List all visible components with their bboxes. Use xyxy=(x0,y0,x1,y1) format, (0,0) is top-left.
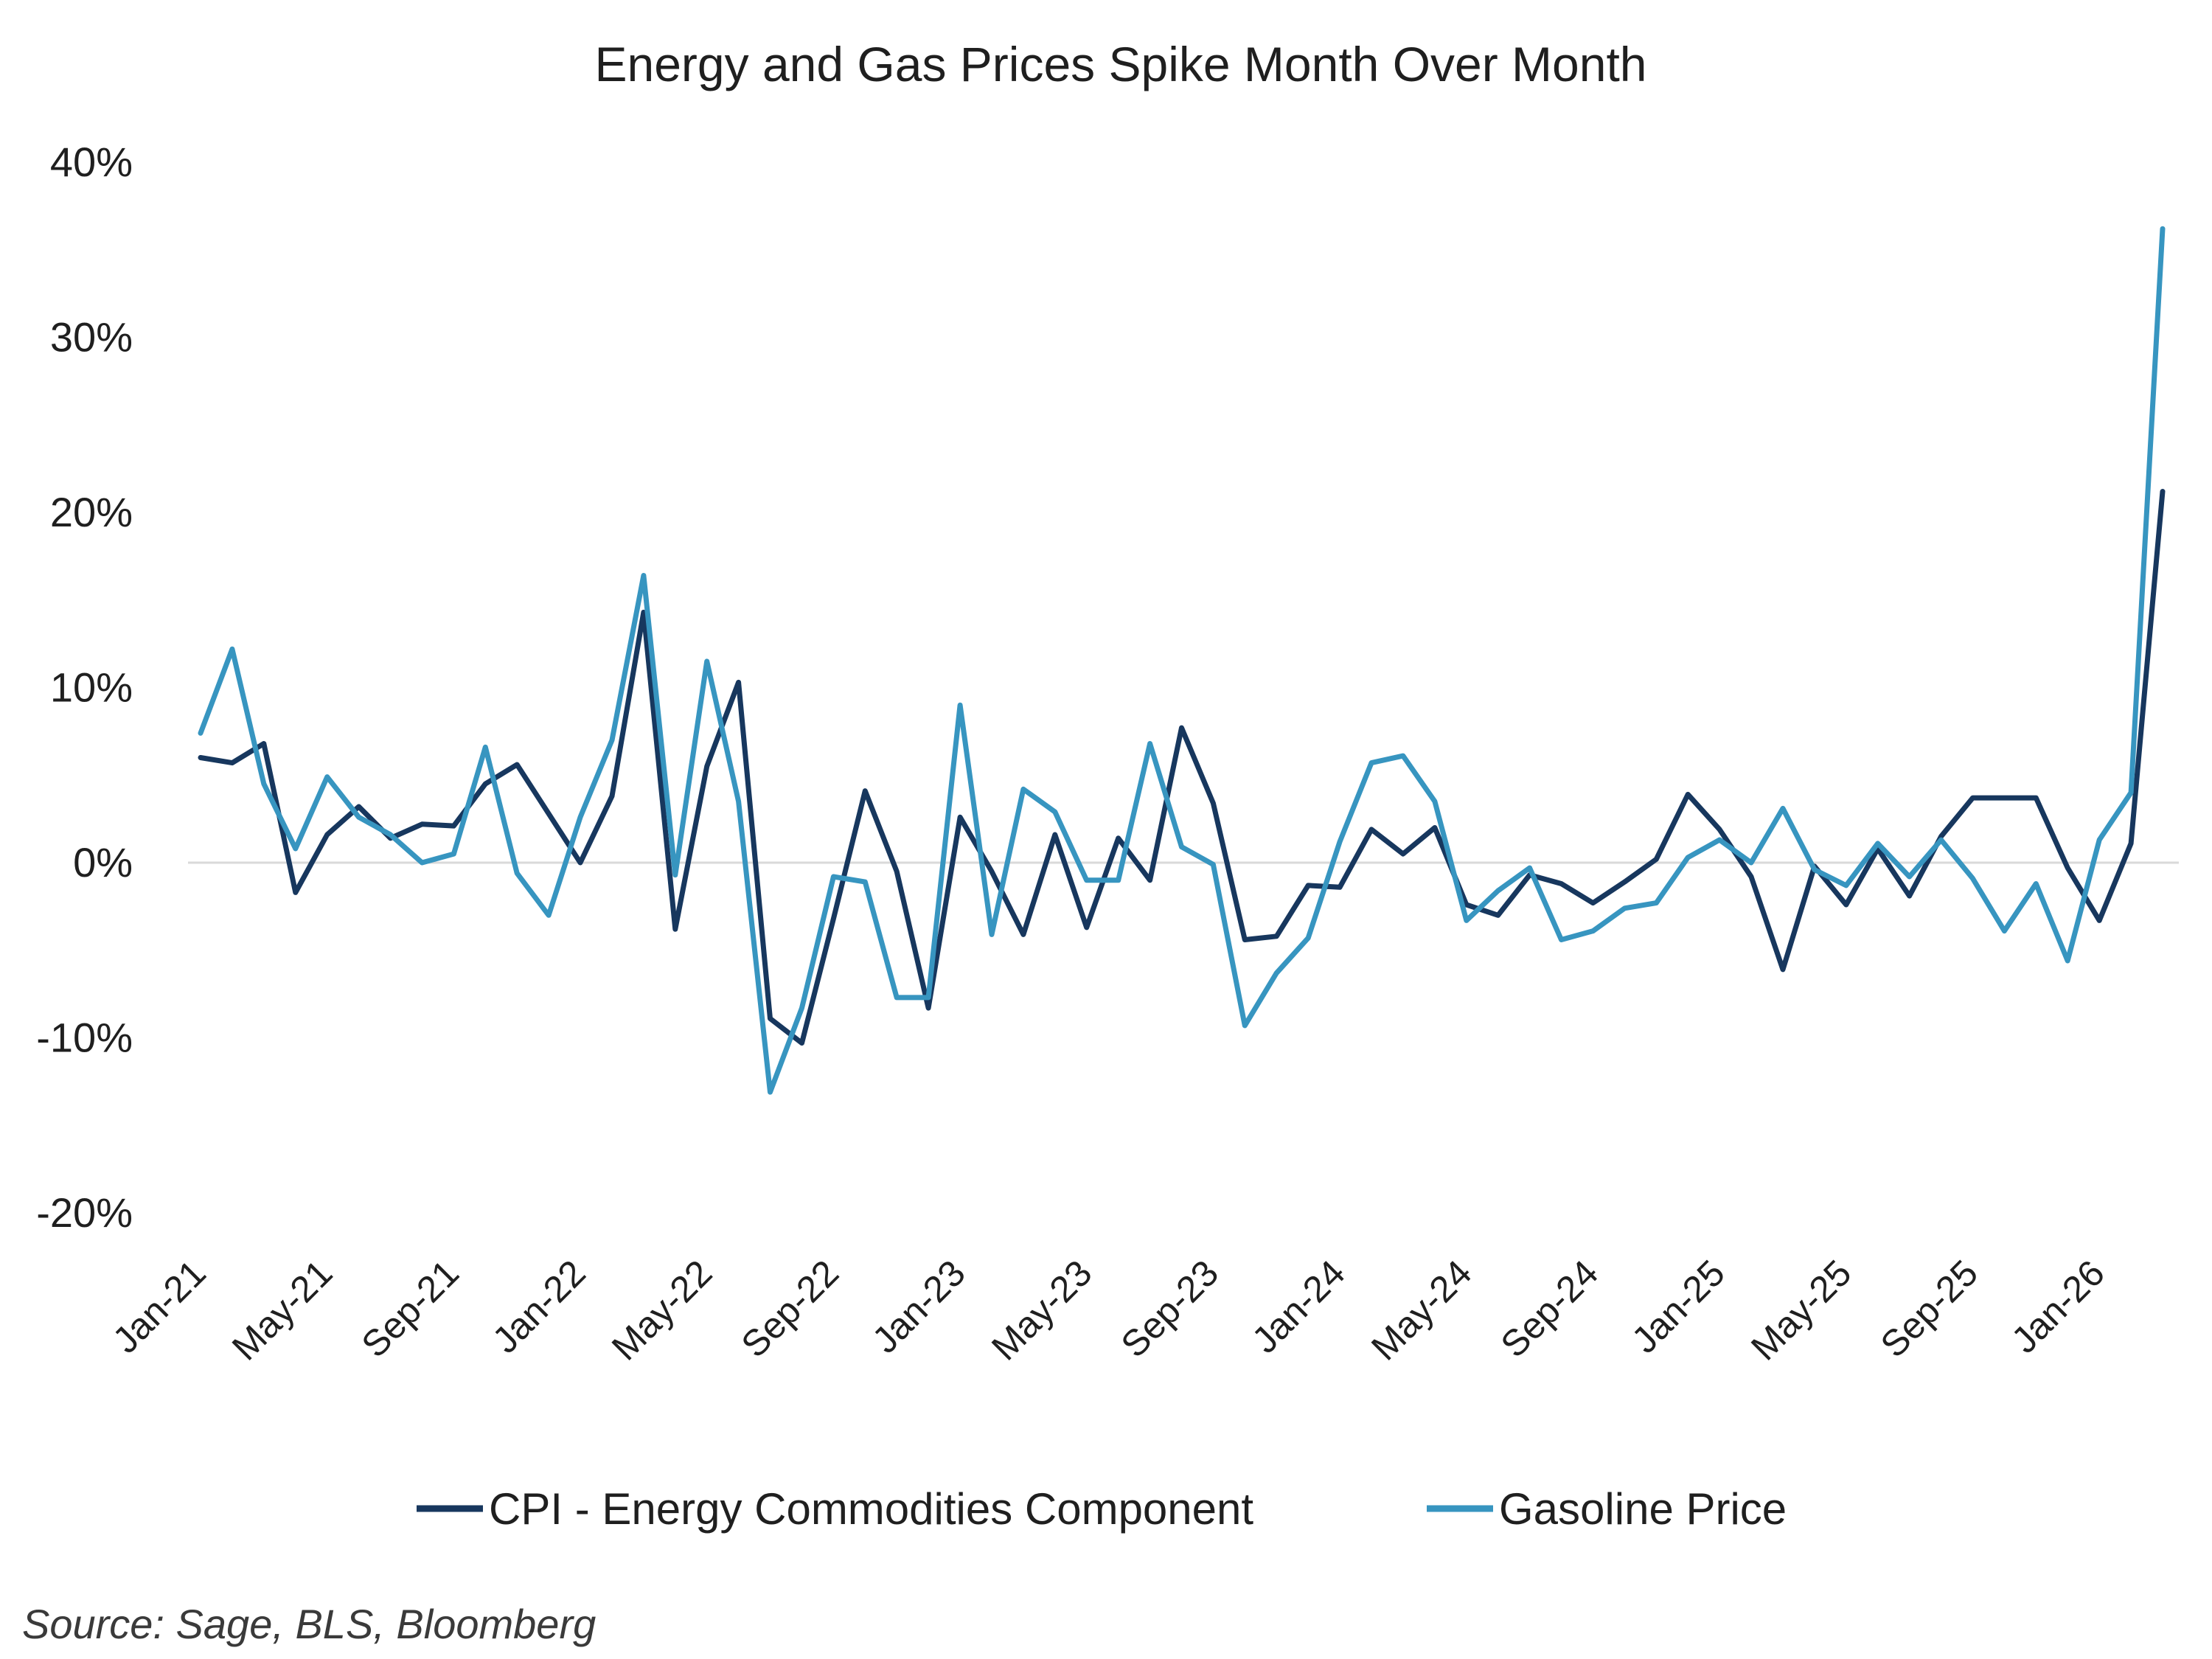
x-tick-label: Jan-21 xyxy=(105,1252,214,1361)
x-tick-label: Jan-22 xyxy=(484,1252,594,1361)
y-tick-label: 20% xyxy=(50,489,133,535)
series-line-cpi-energy xyxy=(198,489,2166,1046)
series-line-gasoline xyxy=(198,226,2166,1095)
x-tick-label: Jan-24 xyxy=(1244,1252,1353,1361)
x-tick-label: Sep-23 xyxy=(1113,1252,1227,1366)
x-tick-label: May-22 xyxy=(604,1252,720,1368)
legend-label: Gasoline Price xyxy=(1499,1484,1787,1534)
y-tick-label: 10% xyxy=(50,664,133,711)
y-tick-label: 40% xyxy=(50,139,133,185)
x-axis: Jan-21 May-21 Sep-21 Jan-22 May-22 Sep-22 Jan-… xyxy=(105,1252,2112,1368)
x-tick-label: Sep-24 xyxy=(1493,1252,1607,1366)
y-tick-label: -20% xyxy=(36,1189,133,1236)
x-tick-label: Jan-25 xyxy=(1624,1252,1733,1361)
y-tick-label: 0% xyxy=(73,839,133,886)
source-note: Source: Sage, BLS, Bloomberg xyxy=(22,1601,596,1647)
x-tick-label: Jan-23 xyxy=(864,1252,973,1361)
y-tick-label: 30% xyxy=(50,314,133,361)
y-tick-label: -10% xyxy=(36,1015,133,1061)
x-tick-label: May-21 xyxy=(224,1252,340,1368)
x-tick-label: Jan-26 xyxy=(2003,1252,2112,1361)
chart-title: Energy and Gas Prices Spike Month Over M… xyxy=(595,37,1647,91)
x-tick-label: May-25 xyxy=(1743,1252,1859,1368)
x-tick-label: Sep-25 xyxy=(1873,1252,1986,1366)
x-tick-label: Sep-21 xyxy=(354,1252,467,1366)
x-tick-label: Sep-22 xyxy=(734,1252,847,1366)
x-tick-label: May-23 xyxy=(984,1252,1099,1368)
legend: CPI - Energy Commodities Component Gasoli… xyxy=(417,1484,1787,1534)
y-axis: 40% 30% 20% 10% 0% -10% -20% xyxy=(36,139,133,1236)
legend-label: CPI - Energy Commodities Component xyxy=(489,1484,1253,1534)
x-tick-label: May-24 xyxy=(1363,1252,1479,1368)
series-group xyxy=(198,226,2166,1095)
